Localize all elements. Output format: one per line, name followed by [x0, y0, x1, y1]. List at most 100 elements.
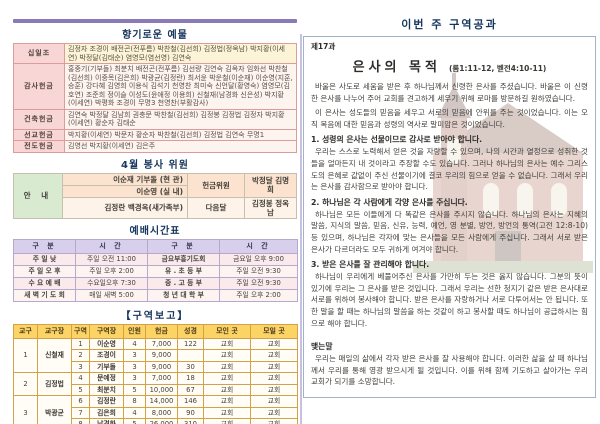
next-meeting-place: 교회: [250, 395, 298, 408]
volunteers-offering-current: 박정달 김명희: [244, 172, 297, 198]
offering-type-label: 감사헌금: [13, 63, 65, 110]
lesson-paragraph: 우리는 스스로 노력해서 얻은 것을 자랑할 수 있으며, 나의 시간과 열정으…: [311, 147, 588, 192]
offering-names: 김연숙 박정달 김남희 권충문 박찬철(김선희) 김정봉 김정법 김정자 박지황…: [64, 108, 297, 130]
lesson-box: 제17과 은사의 목적 (롬1:11-12, 벧전4:10-11) 바울은 사도…: [303, 36, 596, 398]
next-meeting-place: 교회: [250, 383, 298, 396]
schedule-header: 구 분: [13, 238, 76, 254]
service-time: 주일 오후 2:00: [219, 288, 298, 302]
meeting-place: 교회: [203, 349, 251, 362]
lesson-paragraph: 이 은사는 성도들의 믿음을 세우고 서로의 믿음에 안위를 주는 것이었습니다…: [311, 108, 588, 129]
schedule-header: 구 분: [147, 238, 220, 254]
service-name: 청 년 대 학 부: [147, 288, 220, 302]
left-column: 향기로운 예물 십일조 김정자 조경이 배전곤(전푸름) 박찬철(김선희) 김정법…: [13, 0, 298, 424]
bible-reading: 30: [177, 360, 204, 373]
meeting-place: 교회: [203, 395, 251, 408]
lesson-paragraph: 하나님이 우리에게 베풀어주신 은사를 가만히 두는 것은 옳지 않습니다. 그…: [311, 272, 588, 328]
district-leader: 신철재: [37, 337, 72, 373]
report-row: 5 최분치 5 10,000 67 교회 교회: [14, 383, 298, 396]
offering-type-label: 전도헌금: [13, 140, 65, 153]
next-meeting-place: 교회: [250, 418, 298, 424]
report-header: 교구: [13, 323, 38, 339]
lesson-section-heading: 1. 성령의 은사는 선물이므로 감사로 받아야 합니다.: [311, 135, 483, 145]
volunteers-guide-row: 김정란 백경옥(새가족부): [62, 196, 188, 219]
attendance: 3: [123, 349, 146, 362]
report-row: 7 김은희 4 8,000 90 교회 교회: [14, 406, 298, 419]
district-number: 3: [13, 395, 38, 424]
schedule-title: 예배시간표: [129, 225, 181, 237]
volunteers-offering-next: 김정봉 정옥남: [244, 196, 297, 219]
report-header: 인원: [123, 323, 146, 339]
service-name: 유 . 초 등 부: [147, 264, 220, 278]
lesson-section-heading: 3. 받은 은사를 잘 관리해야 합니다.: [311, 260, 430, 270]
schedule-row: 수 요 예 배 수요일오후 7:30 중 . 고 등 부 주일 오전 9:30: [13, 276, 298, 290]
cell-leader: 남경화: [89, 418, 124, 424]
meeting-place: 교회: [203, 337, 251, 350]
service-name: 중 . 고 등 부: [147, 276, 220, 290]
next-meeting-place: 교회: [250, 337, 298, 350]
attendance: 4: [123, 406, 146, 419]
service-name: 주 일 오 후: [13, 264, 76, 278]
meeting-place: 교회: [203, 406, 251, 419]
cell-leader: 문예정: [89, 372, 124, 385]
offering-amount: 10,000: [145, 383, 178, 396]
lesson-body: 바울은 사도로 세움을 받은 후 하나님께서 신령한 은사를 주셨습니다. 바울…: [311, 81, 588, 388]
cell-number: 4: [71, 372, 90, 385]
bible-reading: 146: [177, 395, 204, 408]
report-title: 【구역보고】: [120, 310, 190, 322]
meeting-place: 교회: [203, 418, 251, 424]
offering-amount: 9,000: [145, 360, 178, 373]
report-header: 교구장: [37, 323, 72, 339]
schedule-row: 주 일 오 후 주일 오후 2:00 유 . 초 등 부 주일 오전 9:30: [13, 264, 298, 278]
lesson-heading: 은사의 목적 (롬1:11-12, 벧전4:10-11): [311, 56, 588, 75]
service-time: 금요일 오후 9:00: [219, 252, 298, 266]
attendance: 3: [123, 372, 146, 385]
report-row: 8 남경화 5 26,000 310 교회 교회: [14, 418, 298, 424]
district-number: 2: [13, 372, 38, 396]
next-meeting-place: 교회: [250, 406, 298, 419]
cell-number: 7: [71, 406, 90, 419]
service-time: 주일 오전 9:30: [219, 264, 298, 278]
report-row: 2 김정법 4 문예정 3 7,000 18 교회 교회: [13, 372, 298, 396]
offering-amount: 26,000: [145, 418, 178, 424]
cell-number: 8: [71, 418, 90, 424]
volunteers-guide-label: 안 내: [13, 172, 63, 219]
bible-reading: 310: [177, 418, 204, 424]
report-header: 모일 곳: [250, 323, 298, 339]
service-time: 매일 새벽 5:00: [75, 288, 148, 302]
lesson-paragraph: 우리는 매일의 삶에서 각자 받은 은사를 잘 사용해야 합니다. 이러한 삶을…: [311, 354, 588, 387]
next-meeting-place: 교회: [250, 349, 298, 362]
cell-number: 2: [71, 349, 90, 362]
service-name: 수 요 예 배: [13, 276, 76, 290]
offering-names: 김정자 조경이 배전곤(전푸름) 박찬철(김선희) 김정법(정옥남) 박지황(이…: [64, 43, 297, 64]
offering-type-label: 건축헌금: [13, 108, 65, 130]
report-header: 구역: [71, 323, 90, 339]
offerings-row: 건축헌금 김연숙 박정달 김남희 권충문 박찬철(김선희) 김정봉 김정법 김정자…: [13, 108, 297, 130]
service-time: 주일 오전 9:30: [219, 276, 298, 290]
district-leader: 박광균: [37, 395, 72, 424]
cell-leader: 김은희: [89, 406, 124, 419]
offering-amount: 7,000: [145, 372, 178, 385]
schedule-header: 시 간: [75, 238, 148, 254]
cell-leader: 이순영: [89, 337, 124, 350]
next-meeting-place: 교회: [250, 372, 298, 385]
lesson-page-title: 이번 주 구역공과: [401, 18, 498, 31]
schedule-row: 새 벽 기 도 회 매일 새벽 5:00 청 년 대 학 부 주일 오후 2:00: [13, 288, 298, 302]
lesson-title: 은사의 목적: [352, 60, 441, 75]
lesson-scripture-ref: (롬1:11-12, 벧전4:10-11): [448, 64, 547, 73]
report-header: 구역장: [89, 323, 124, 339]
service-time: 주일 오후 2:00: [75, 264, 148, 278]
cell-leader: 김정란: [89, 395, 124, 408]
cell-leader: 기부돌: [89, 360, 124, 373]
district-leader: 김정법: [37, 372, 72, 396]
offering-amount: 14,000: [145, 395, 178, 408]
cell-leader: 최분치: [89, 383, 124, 396]
right-column: 이번 주 구역공과 제17과 은사의 목적 (롬1:11-12, 벧전4:10-…: [303, 0, 596, 398]
service-time: 주일 오전 11:00: [75, 252, 148, 266]
lesson-section-heading: 2. 하나님은 각 사람에게 각양 은사를 주십니다.: [311, 197, 468, 207]
offerings-row: 십일조 김정자 조경이 배전곤(전푸름) 박찬철(김선희) 김정법(정옥남) 박지…: [13, 43, 297, 64]
top-divider-bar: [13, 19, 297, 23]
offering-type-label: 십일조: [13, 43, 65, 64]
offerings-row: 선교헌금 박지황(이세연) 박문자 황순자 박찬철(김선희) 김정법 김연숙 무명…: [13, 128, 297, 141]
volunteers-title: 4월 봉사 위원: [121, 159, 189, 171]
